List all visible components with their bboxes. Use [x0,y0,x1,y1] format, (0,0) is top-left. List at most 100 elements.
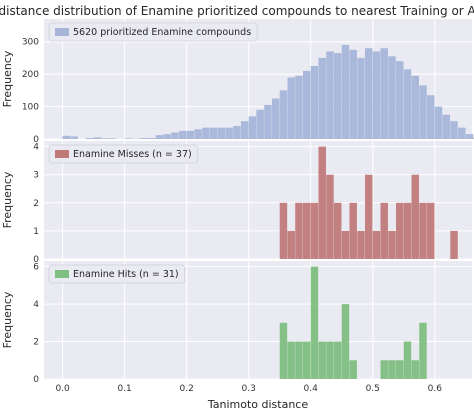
legend: Enamine Misses (n = 37) [48,144,199,164]
histogram-bar [302,202,311,259]
histogram-bar [202,127,210,139]
histogram-bar [302,341,311,379]
y-tick-label: 6 [33,263,39,273]
histogram-bar [403,341,412,379]
histogram-bar [419,322,427,379]
histogram-bar [85,138,94,139]
y-tick-label: 2 [33,338,39,348]
histogram-bar [155,135,164,139]
y-axis-label: Frequency [1,50,14,107]
histogram-bar [194,129,202,139]
histogram-bar [388,360,396,379]
histogram-bar [419,202,427,259]
x-axis: 0.0 0.1 0.2 0.3 0.4 0.5 0.6 [55,384,442,394]
histogram-bar [178,130,187,139]
y-tick-label: 0 [33,255,39,265]
y-axis-label: Frequency [1,171,14,228]
histogram-bar [233,126,241,139]
histogram-bar [217,127,226,139]
histogram-bar [326,341,334,379]
chart-title: Tanimoto distance distribution of Enamin… [0,4,474,18]
histogram-bar [465,134,474,139]
histogram-bar [357,57,365,140]
histogram-bar [256,109,264,139]
histogram-bar [62,135,71,139]
x-tick-label: 0.3 [242,384,256,394]
histogram-bar [264,104,272,139]
histogram-panel-2: 0 1 2 3 4 Frequency Enamine Misses (n = 37) [1,141,472,265]
histogram-bar [411,360,419,379]
y-tick-label: 2 [33,199,39,209]
histogram-bar [93,137,102,139]
histogram-bar [318,146,326,259]
histogram-bar [310,66,319,139]
legend-label: Enamine Hits (n = 31) [73,269,179,280]
histogram-bar [109,138,117,139]
legend-label: Enamine Misses (n = 37) [73,149,192,160]
histogram-bar [388,56,396,139]
histogram-bar [163,134,171,139]
histogram-bar [279,322,288,379]
histogram-bar [411,75,419,139]
histogram-bar [101,138,109,139]
histogram-bar [341,304,350,379]
histogram-bar [333,53,342,139]
histogram-bar [209,127,218,139]
x-tick-label: 0.2 [180,384,194,394]
histogram-bar [341,44,350,139]
histogram-bar [318,341,326,379]
histogram-bar [333,202,342,259]
legend-swatch [55,28,69,36]
histogram-bar [357,230,365,259]
y-tick-label: 200 [22,70,39,80]
histogram-bar [333,341,342,379]
histogram-bar [295,75,303,139]
histogram-bar [427,202,435,259]
histogram-bar [396,360,404,379]
histogram-bar [403,202,412,259]
histogram-bar [442,114,450,139]
legend-frame [48,22,258,42]
y-tick-label: 0 [33,135,39,145]
histogram-bar [458,127,466,139]
histogram-bar [380,360,388,379]
histogram-bar [349,49,357,140]
histogram-bar [341,230,350,259]
histogram-bar [427,95,435,139]
legend-swatch [55,150,69,158]
y-tick-label: 1 [33,227,39,237]
histogram-bar [240,121,249,139]
histogram-bar [248,116,257,139]
histogram-bar [171,132,179,139]
histogram-bar [411,174,419,259]
y-tick-label: 4 [33,300,39,310]
histogram-bar [295,341,303,379]
histogram-bar [396,61,404,139]
histogram-bar [372,51,381,139]
x-tick-label: 0.0 [55,384,70,394]
histogram-bar [380,48,388,139]
x-axis-label: Tanimoto distance [207,398,308,411]
histogram-bar [349,202,357,259]
histogram-bar [388,230,396,259]
legend: 5620 prioritized Enamine compounds [48,22,258,42]
histogram-bar [372,230,381,259]
histogram-bar [434,106,443,139]
x-tick-label: 0.5 [366,384,380,394]
histogram-bar [287,77,295,139]
histogram-bar [326,51,334,139]
histogram-bar [279,202,288,259]
histogram-bar [326,174,334,259]
histogram-panel-3: 0 2 4 6 Frequency Enamine Hits (n = 31) [1,261,472,385]
histogram-bar [365,48,373,139]
histogram-bar [302,70,311,139]
y-tick-label: 100 [22,103,39,113]
histogram-panel-1: 0 100 200 300 Frequency 5620 prioritized Enam… [1,19,474,145]
y-tick-label: 4 [33,143,39,153]
histogram-bar [140,138,148,139]
histogram-bar [419,85,427,139]
histogram-bar [310,266,319,379]
y-axis-label: Frequency [1,291,14,348]
legend-frame [48,144,199,164]
